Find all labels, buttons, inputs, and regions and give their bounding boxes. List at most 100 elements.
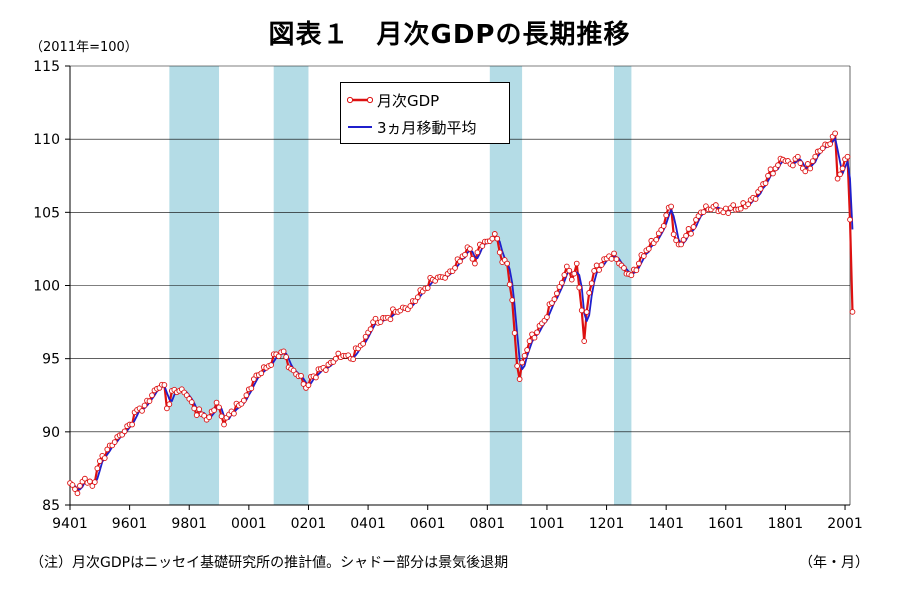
x-tick-label-1401: 1401 — [648, 516, 684, 532]
data-point-monthly — [216, 404, 222, 411]
data-point-monthly — [367, 326, 374, 333]
data-point-monthly — [258, 370, 265, 377]
data-point-monthly — [442, 275, 448, 281]
legend-label-average: 3ヵ月移動平均 — [377, 118, 477, 137]
data-point-monthly — [164, 405, 170, 412]
data-point-monthly — [474, 249, 481, 256]
data-point-monthly — [283, 354, 289, 360]
y-tick-label-90: 90 — [42, 425, 60, 441]
x-tick-label-1601: 1601 — [708, 516, 744, 532]
chart-title: 図表１ 月次GDPの長期推移 — [268, 20, 631, 50]
data-point-monthly — [407, 303, 414, 309]
y-tick-label-105: 105 — [33, 205, 60, 221]
data-point-monthly — [213, 399, 220, 406]
data-point-monthly — [586, 289, 593, 296]
data-point-monthly — [765, 172, 771, 179]
data-point-monthly — [613, 256, 620, 263]
data-point-monthly — [139, 408, 145, 414]
x-tick-label-9401: 9401 — [52, 516, 88, 532]
data-point-monthly — [576, 284, 583, 291]
data-point-monthly — [581, 338, 588, 344]
data-point-monthly — [588, 280, 595, 287]
data-point-monthly — [554, 290, 560, 297]
data-point-monthly — [809, 158, 816, 164]
data-point-monthly — [837, 171, 843, 178]
data-point-monthly — [683, 232, 689, 239]
data-point-monthly — [511, 330, 518, 336]
data-point-monthly — [188, 399, 195, 405]
x-tick-label-9601: 9601 — [112, 516, 148, 532]
data-point-monthly — [658, 227, 665, 233]
footnote: （注）月次GDPはニッセイ基礎研究所の推計値。シャドー部分は景気後退期 — [30, 555, 509, 571]
data-point-monthly — [206, 414, 212, 421]
data-point-monthly — [519, 359, 525, 366]
data-point-monthly — [534, 329, 540, 336]
data-point-monthly — [688, 230, 694, 237]
data-point-monthly — [452, 265, 458, 271]
data-point-monthly — [91, 479, 98, 485]
data-point-monthly — [524, 347, 530, 353]
data-point-monthly — [668, 203, 674, 210]
series-points — [67, 130, 856, 497]
data-point-monthly — [847, 216, 853, 223]
data-point-monthly — [141, 402, 148, 409]
data-point-monthly — [544, 314, 550, 320]
data-point-monthly — [804, 161, 811, 167]
data-point-monthly — [563, 263, 570, 270]
data-point-monthly — [457, 258, 463, 265]
data-point-monthly — [479, 243, 486, 249]
data-point-monthly — [462, 251, 468, 258]
data-point-monthly — [191, 405, 198, 412]
data-point-monthly — [737, 205, 744, 212]
y-tick-label-115: 115 — [33, 59, 60, 75]
data-point-monthly — [633, 267, 640, 274]
data-point-monthly — [596, 267, 602, 273]
data-point-monthly — [332, 355, 339, 362]
data-point-monthly — [645, 245, 652, 252]
x-tick-label-0201: 0201 — [291, 516, 327, 532]
data-point-monthly — [621, 265, 627, 271]
data-point-monthly — [467, 246, 473, 252]
x-tick-label-0601: 0601 — [410, 516, 446, 532]
data-point-monthly — [469, 255, 476, 262]
data-point-monthly — [350, 356, 357, 363]
data-point-monthly — [722, 205, 729, 212]
data-point-monthly — [313, 374, 319, 381]
data-point-monthly — [794, 153, 801, 160]
data-point-monthly — [243, 392, 250, 399]
data-point-monthly — [549, 300, 555, 306]
data-point-monthly — [640, 253, 647, 259]
data-point-monthly — [757, 186, 764, 192]
data-point-monthly — [834, 175, 841, 182]
data-point-monthly — [628, 272, 635, 279]
data-point-monthly — [678, 241, 684, 248]
legend-item-monthly: 月次GDP — [347, 88, 439, 112]
data-point-monthly — [196, 406, 203, 413]
data-point-monthly — [504, 260, 511, 267]
data-point-monthly — [305, 382, 312, 389]
data-point-monthly — [608, 256, 615, 262]
data-point-monthly — [752, 196, 759, 202]
data-point-monthly — [812, 153, 819, 160]
data-point-monthly — [201, 412, 207, 419]
data-point-monthly — [556, 284, 563, 290]
data-point-monthly — [819, 145, 826, 152]
data-point-monthly — [87, 478, 93, 485]
data-point-monthly — [561, 272, 568, 278]
data-point-monthly — [568, 276, 575, 283]
data-point-monthly — [670, 231, 677, 238]
data-point-monthly — [839, 165, 846, 172]
x-tick-label-0801: 0801 — [470, 516, 506, 532]
data-point-monthly — [730, 202, 737, 208]
data-point-monthly — [472, 260, 478, 267]
data-point-monthly — [762, 180, 769, 187]
data-point-monthly — [713, 202, 719, 208]
x-tick-label-0001: 0001 — [231, 516, 267, 532]
data-point-monthly — [69, 482, 76, 488]
data-point-monthly — [566, 267, 573, 274]
data-point-monthly — [578, 307, 585, 314]
data-point-monthly — [496, 249, 503, 256]
data-point-monthly — [146, 398, 153, 404]
y-tick-labels: 85 90 95 100 105 110 115 — [33, 59, 60, 514]
data-point-monthly — [248, 385, 255, 392]
